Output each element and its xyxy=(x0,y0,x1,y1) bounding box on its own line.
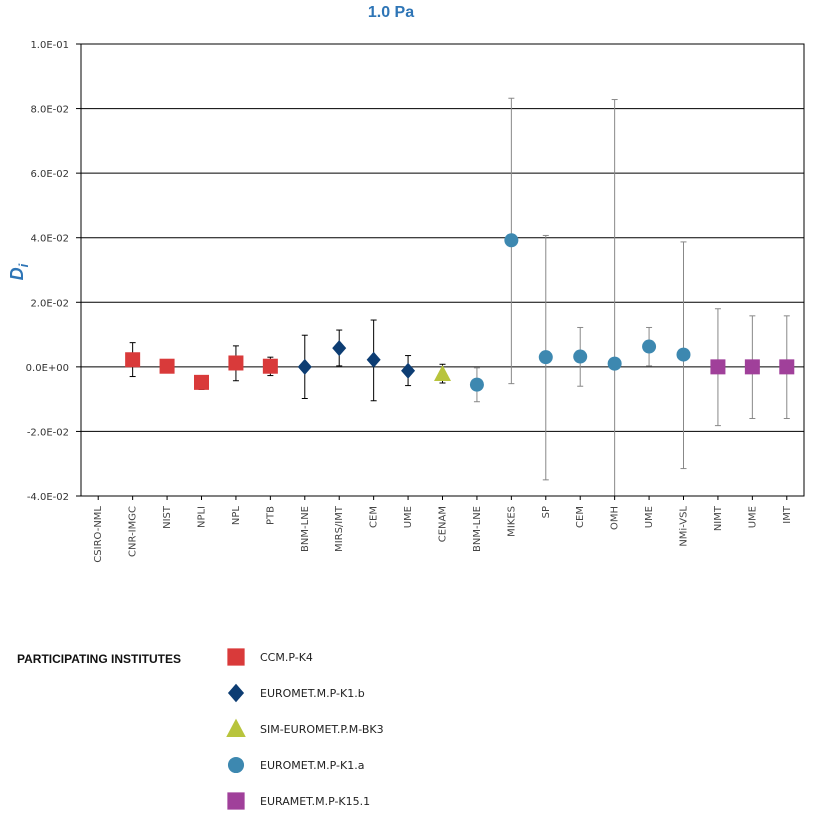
y-tick-label: 4.0E-02 xyxy=(30,234,69,245)
legend-title: PARTICIPATING INSTITUTES xyxy=(17,652,181,666)
y-tick-label: 1.0E-01 xyxy=(30,40,69,51)
chart-title: 1.0 Pa xyxy=(368,4,414,21)
circle-marker xyxy=(676,347,691,362)
plot-frame xyxy=(80,43,805,497)
legend-item-label: EUROMET.M.P-K1.b xyxy=(260,687,365,700)
circle-marker xyxy=(573,349,588,364)
x-tick-label: BNM-LNE xyxy=(300,506,311,552)
x-tick-label: NPL xyxy=(231,506,242,526)
legend-item-label: CCM.P-K4 xyxy=(260,651,313,664)
square-marker xyxy=(779,359,795,375)
legend: PARTICIPATING INSTITUTES CCM.P-K4 EUROMET… xyxy=(17,648,384,810)
square-marker xyxy=(228,355,244,371)
x-tick-label: OMH xyxy=(610,506,621,530)
x-tick-label: NIST xyxy=(162,505,173,529)
circle-marker xyxy=(227,756,245,774)
legend-item-label: EUROMET.M.P-K1.a xyxy=(260,759,364,772)
legend-item-label: SIM-EUROMET.P.M-BK3 xyxy=(260,723,384,736)
x-tick-label: CSIRO-NML xyxy=(93,506,104,563)
circle-marker xyxy=(538,350,553,365)
square-marker xyxy=(125,352,141,368)
square-marker xyxy=(159,358,175,374)
x-tick-label: CENAM xyxy=(438,506,449,542)
y-axis-ticks: 1.0E-01 8.0E-02 6.0E-02 4.0E-02 2.0E-02 0.0E+… xyxy=(26,40,81,503)
x-tick-label: UME xyxy=(644,506,655,528)
x-tick-label: NIMT xyxy=(713,505,724,531)
diamond-marker xyxy=(332,340,347,357)
circle-marker xyxy=(469,377,484,392)
x-tick-label: CEM xyxy=(575,506,586,528)
x-tick-label: MIRS/IMT xyxy=(334,505,345,552)
x-axis-categories: CSIRO-NML CNR-IMGC NIST NPLI NPL PTB BNM-LNE MI… xyxy=(93,496,793,563)
square-marker xyxy=(227,792,245,810)
square-marker xyxy=(227,648,245,666)
x-tick-label: NMi-VSL xyxy=(679,506,690,547)
y-tick-label: 0.0E+00 xyxy=(26,363,69,374)
triangle-marker xyxy=(434,364,451,381)
data-markers xyxy=(125,233,795,392)
circle-marker xyxy=(607,356,622,371)
y-tick-label: -4.0E-02 xyxy=(27,492,69,503)
x-tick-label: SP xyxy=(541,506,552,518)
y-tick-label: 2.0E-02 xyxy=(30,298,69,309)
square-marker xyxy=(262,358,278,374)
square-marker xyxy=(744,359,760,375)
error-bars xyxy=(129,97,790,497)
x-tick-label: UME xyxy=(747,506,758,528)
x-tick-label: CNR-IMGC xyxy=(128,506,139,557)
y-axis-label-subscript: i xyxy=(16,263,31,267)
gridlines xyxy=(81,43,804,497)
diamond-marker xyxy=(297,358,312,375)
x-tick-label: BNM-LNE xyxy=(472,506,483,552)
plot-area-border xyxy=(80,43,805,497)
diamond-marker xyxy=(401,362,416,379)
diamond-marker xyxy=(366,351,381,368)
legend-item-label: EURAMET.M.P-K15.1 xyxy=(260,795,370,808)
square-marker xyxy=(194,374,209,390)
diamond-marker xyxy=(227,683,245,703)
circle-marker xyxy=(642,339,657,354)
x-tick-label: IMT xyxy=(782,505,793,524)
x-tick-label: PTB xyxy=(265,506,276,525)
square-marker xyxy=(710,359,726,375)
x-tick-label: CEM xyxy=(369,506,380,528)
x-tick-label: NPLI xyxy=(197,506,208,528)
triangle-marker xyxy=(226,718,246,738)
y-tick-label: -2.0E-02 xyxy=(27,427,69,438)
x-tick-label: UME xyxy=(403,506,414,528)
circle-marker xyxy=(504,233,519,248)
y-tick-label: 8.0E-02 xyxy=(30,105,69,116)
y-axis-label-main: D xyxy=(7,267,27,280)
y-axis-label: Di xyxy=(7,263,31,280)
x-tick-label: MIKES xyxy=(506,506,517,537)
y-tick-label: 6.0E-02 xyxy=(30,169,69,180)
